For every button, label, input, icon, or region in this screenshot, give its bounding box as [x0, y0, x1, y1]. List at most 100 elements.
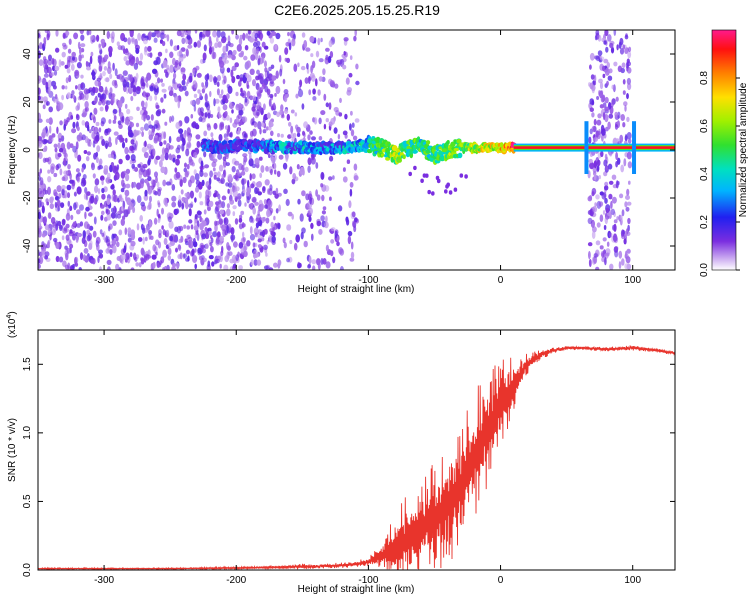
noise-blob	[162, 229, 166, 236]
noise-blob	[219, 254, 223, 263]
noise-blob	[92, 86, 96, 94]
noise-blob	[66, 117, 70, 123]
noise-blob	[299, 213, 304, 222]
noise-blob	[330, 250, 334, 257]
noise-blob	[148, 120, 152, 126]
noise-blob	[205, 243, 209, 250]
noise-blob	[50, 217, 56, 224]
noise-blob	[214, 42, 219, 49]
noise-blob	[98, 127, 102, 133]
noise-blob	[219, 235, 225, 242]
noise-blob	[311, 136, 316, 141]
noise-blob	[613, 30, 617, 36]
noise-blob	[605, 165, 609, 171]
noise-blob	[88, 30, 92, 36]
noise-blob	[243, 55, 248, 61]
noise-blob	[602, 73, 606, 79]
noise-blob	[56, 185, 62, 193]
noise-blob	[241, 90, 247, 99]
noise-blob	[120, 218, 126, 226]
colorbar-frame	[711, 29, 737, 271]
noise-blob	[111, 36, 115, 44]
noise-blob	[167, 254, 171, 261]
noise-blob	[237, 172, 242, 177]
noise-blob	[220, 177, 225, 184]
noise-blob	[86, 234, 91, 242]
noise-blob	[47, 176, 52, 183]
noise-blob	[163, 93, 167, 99]
noise-blob	[618, 261, 622, 270]
noise-blob	[616, 216, 619, 221]
noise-blob	[176, 45, 180, 50]
noise-blob	[330, 239, 335, 244]
noise-blob	[138, 237, 143, 242]
noise-blob	[275, 208, 279, 214]
noise-blob	[82, 230, 86, 239]
noise-blob	[292, 132, 297, 138]
noise-blob	[224, 59, 230, 64]
noise-blob	[254, 187, 258, 195]
noise-blob	[253, 122, 258, 128]
noise-blob	[273, 215, 276, 221]
spectrogram-x-axis-label: Height of straight line (km)	[298, 284, 415, 295]
noise-blob	[130, 240, 136, 247]
noise-blob	[224, 255, 229, 263]
noise-blob	[273, 262, 278, 268]
noise-blob	[223, 264, 229, 270]
noise-blob	[129, 252, 133, 257]
noise-blob	[106, 259, 112, 265]
noise-blob	[46, 66, 52, 74]
signal-blob	[425, 173, 429, 178]
noise-blob	[58, 59, 62, 68]
noise-blob	[75, 85, 78, 90]
noise-blob	[153, 87, 159, 96]
noise-blob	[112, 189, 116, 196]
noise-blob	[160, 166, 166, 174]
noise-blob	[157, 51, 163, 57]
noise-blob	[218, 200, 224, 208]
noise-blob	[141, 131, 145, 137]
noise-blob	[243, 156, 248, 163]
noise-blob	[323, 123, 327, 130]
noise-blob	[75, 141, 79, 150]
noise-blob	[275, 85, 281, 95]
noise-blob	[58, 147, 64, 153]
noise-blob	[185, 82, 189, 87]
noise-blob	[121, 141, 126, 149]
noise-blob	[349, 123, 352, 131]
noise-blob	[339, 97, 342, 103]
noise-blob	[605, 252, 610, 257]
noise-blob	[179, 50, 183, 55]
noise-blob	[307, 134, 311, 141]
noise-blob	[588, 158, 593, 164]
noise-blob	[118, 112, 124, 117]
noise-blob	[604, 106, 610, 112]
noise-blob	[66, 184, 72, 191]
noise-blob	[173, 72, 177, 80]
noise-blob	[254, 232, 258, 238]
signal-blob	[391, 145, 398, 152]
noise-blob	[241, 164, 245, 171]
noise-blob	[71, 90, 75, 96]
noise-blob	[72, 121, 76, 129]
noise-blob	[176, 154, 181, 159]
noise-blob	[226, 225, 229, 234]
noise-blob	[78, 132, 83, 139]
noise-blob	[126, 108, 131, 115]
noise-blob	[39, 177, 44, 186]
noise-blob	[215, 204, 220, 212]
noise-blob	[47, 241, 50, 249]
noise-blob	[199, 92, 202, 98]
noise-blob	[354, 217, 358, 223]
noise-blob	[142, 207, 146, 212]
noise-blob	[191, 162, 195, 167]
noise-blob	[349, 55, 353, 60]
noise-blob	[599, 214, 604, 222]
noise-blob	[343, 37, 349, 42]
noise-blob	[284, 109, 289, 114]
noise-blob	[350, 110, 353, 116]
noise-blob	[67, 164, 71, 170]
noise-blob	[231, 76, 236, 84]
noise-blob	[238, 242, 244, 249]
